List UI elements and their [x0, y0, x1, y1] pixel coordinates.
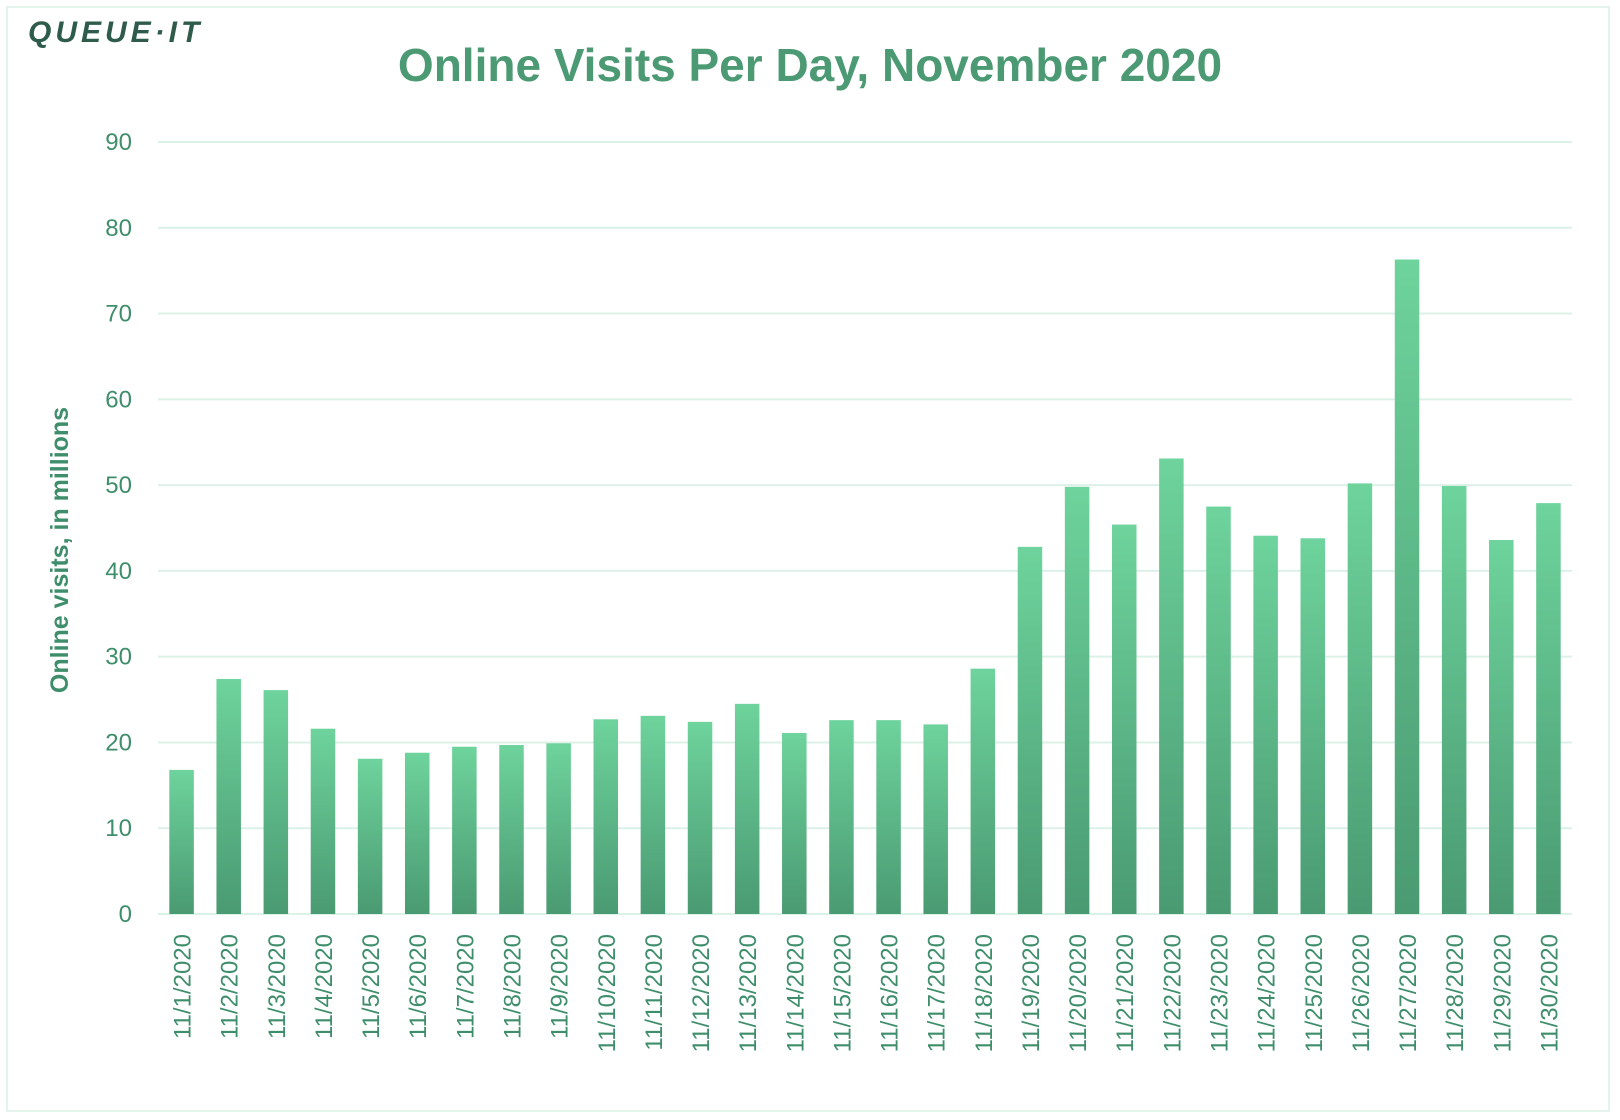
x-tick-label: 11/21/2020 [1112, 934, 1139, 1052]
x-tick-label: 11/7/2020 [452, 934, 479, 1039]
x-tick-label: 11/24/2020 [1254, 934, 1281, 1052]
x-tick-label: 11/30/2020 [1536, 934, 1563, 1052]
gridlines [158, 141, 1572, 915]
bar [734, 703, 760, 914]
y-tick-label: 70 [105, 301, 132, 328]
bar [1159, 458, 1184, 914]
bar [452, 746, 477, 914]
chart-frame [6, 6, 1610, 1112]
bar [1394, 259, 1420, 914]
x-tick-label: 11/26/2020 [1348, 934, 1375, 1052]
x-tick-label: 11/22/2020 [1159, 934, 1186, 1052]
x-tick-label: 11/6/2020 [405, 934, 432, 1039]
y-axis-label: Online visits, in millions [46, 407, 74, 693]
bar [1111, 524, 1137, 914]
y-tick-label: 50 [105, 472, 132, 499]
x-tick-label: 11/2/2020 [217, 934, 244, 1039]
x-tick-label: 11/8/2020 [500, 934, 527, 1039]
x-tick-label: 11/17/2020 [924, 934, 951, 1052]
bar [1206, 506, 1231, 914]
x-tick-label: 11/19/2020 [1018, 934, 1045, 1052]
bar [1253, 535, 1278, 914]
y-tick-label: 80 [105, 215, 132, 242]
y-axis-ticks: 0 10 20 30 40 50 60 70 80 90 [105, 129, 132, 928]
x-tick-label: 11/13/2020 [735, 934, 762, 1052]
bar [499, 745, 524, 914]
bar [1064, 486, 1090, 914]
x-tick-label: 11/18/2020 [971, 934, 998, 1052]
bar [546, 743, 571, 914]
bar [404, 752, 430, 914]
x-tick-label: 11/12/2020 [688, 934, 715, 1052]
y-tick-label: 60 [105, 386, 132, 413]
x-tick-label: 11/1/2020 [170, 934, 197, 1039]
bar [876, 720, 901, 914]
x-tick-label: 11/25/2020 [1301, 934, 1328, 1052]
x-tick-label: 11/29/2020 [1489, 934, 1516, 1052]
bar [782, 733, 807, 914]
bar [263, 690, 289, 914]
y-tick-label: 90 [105, 129, 132, 156]
y-tick-label: 0 [119, 901, 132, 928]
bar [1441, 485, 1467, 914]
bar [640, 715, 666, 914]
bar [169, 769, 194, 914]
x-tick-label: 11/9/2020 [547, 934, 574, 1039]
chart-title: Online Visits Per Day, November 2020 [397, 39, 1223, 91]
bar [1536, 503, 1561, 914]
bar [970, 668, 996, 914]
y-tick-label: 40 [105, 558, 132, 585]
bar [1347, 483, 1373, 914]
x-tick-label: 11/16/2020 [877, 934, 904, 1052]
x-tick-label: 11/5/2020 [358, 934, 385, 1039]
x-tick-label: 11/10/2020 [594, 934, 621, 1052]
bar [593, 719, 619, 914]
bar [1300, 538, 1326, 914]
bar [923, 724, 948, 914]
x-tick-label: 11/3/2020 [264, 934, 291, 1039]
x-tick-label: 11/28/2020 [1442, 934, 1469, 1052]
bar [1017, 546, 1043, 914]
bar [357, 758, 383, 914]
bars [169, 259, 1561, 914]
queue-it-logo: QUEUE·IT [28, 16, 204, 49]
x-tick-label: 11/15/2020 [829, 934, 856, 1052]
y-tick-label: 10 [105, 815, 132, 842]
bar [310, 728, 336, 914]
bar [1489, 540, 1514, 914]
x-tick-label: 11/14/2020 [782, 934, 809, 1052]
x-axis-ticks: 11/1/2020 11/2/2020 11/3/2020 11/4/2020 11/5… [170, 934, 1564, 1052]
bar [216, 678, 241, 914]
x-tick-label: 11/20/2020 [1065, 934, 1092, 1052]
x-tick-label: 11/23/2020 [1207, 934, 1234, 1052]
y-tick-label: 30 [105, 644, 132, 671]
x-tick-label: 11/27/2020 [1395, 934, 1422, 1052]
bar [687, 721, 713, 914]
bar [829, 720, 854, 914]
y-tick-label: 20 [105, 729, 132, 756]
x-tick-label: 11/11/2020 [641, 934, 668, 1051]
x-tick-label: 11/4/2020 [311, 934, 338, 1039]
